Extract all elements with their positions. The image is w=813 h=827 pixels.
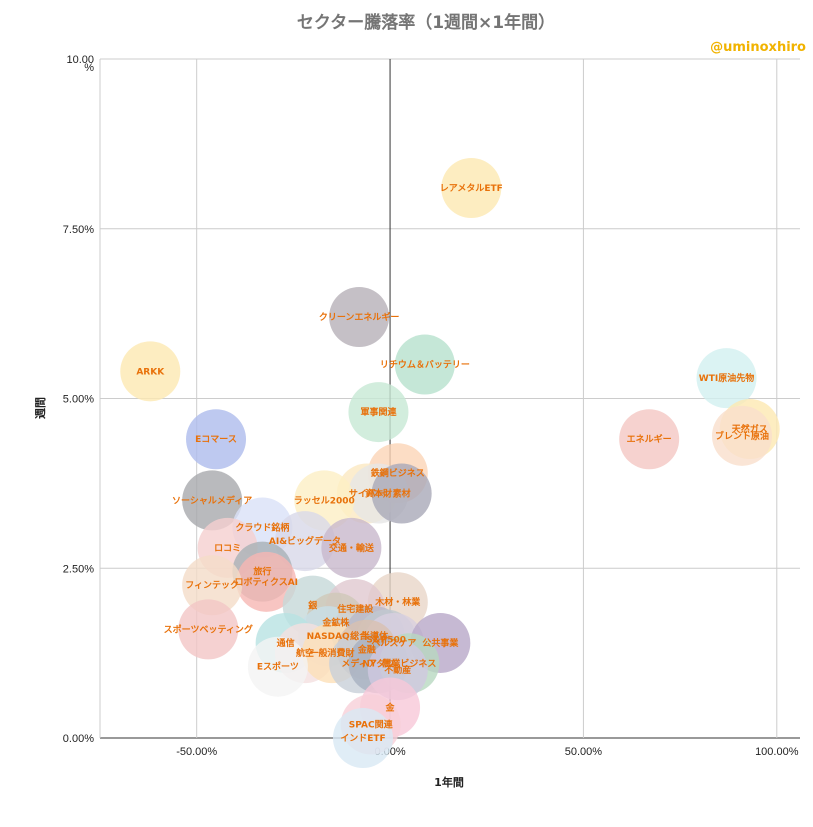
- data-point-label: 通信: [277, 637, 295, 649]
- data-point-bubble: [247, 636, 308, 697]
- data-point-label: 農業ビジネス: [382, 657, 436, 669]
- data-point-label: 不動産: [384, 664, 411, 676]
- data-point-label: 旅行: [253, 566, 271, 578]
- data-point-label: インドETF: [340, 733, 385, 744]
- data-point-label: 一般消費財: [310, 647, 355, 659]
- data-point-label: エネルギー: [627, 433, 672, 445]
- y-axis-label: 週間: [33, 397, 47, 419]
- data-point-bubble: [329, 287, 390, 348]
- data-point-label: メディア: [341, 657, 376, 669]
- y-tick-label: 2.50%: [63, 563, 94, 575]
- data-point-label: 総合: [350, 630, 369, 642]
- data-point-label: リチウム＆バッテリー: [380, 360, 470, 371]
- data-point-label: AI&ビッグデータ: [269, 535, 341, 547]
- data-point-label: S&P500: [366, 636, 406, 646]
- data-point-label: ARKK: [136, 367, 165, 377]
- data-point-label: 航空: [296, 647, 314, 659]
- data-point-bubble: [371, 463, 432, 524]
- x-axis-label: 1年間: [434, 775, 464, 789]
- data-point-label: ロコミ: [214, 543, 241, 554]
- data-point-label: 資本財: [365, 488, 392, 500]
- data-point-label: 素材: [393, 488, 411, 500]
- data-point-label: クラウド銘柄: [235, 522, 289, 534]
- data-point-bubble: [236, 551, 297, 612]
- data-point-bubble: [274, 511, 335, 572]
- data-point-label: ラッセル2000: [294, 495, 355, 506]
- data-point-label: 公共事業: [422, 637, 459, 649]
- data-point-label: スポーツベッティング: [164, 623, 253, 635]
- data-point-label: 金鉱株: [321, 617, 350, 629]
- data-point-bubble: [348, 382, 409, 443]
- data-point-label: サイバー: [349, 489, 385, 500]
- data-point-label: 木材・林業: [374, 596, 421, 608]
- data-point-label: 住宅建設: [337, 603, 374, 615]
- data-point-label: クリーンエネルギー: [319, 311, 400, 323]
- data-point-label: 軍事関連: [360, 406, 397, 418]
- data-point-label: 金: [385, 701, 396, 713]
- data-point-label: レアメタルETF: [440, 182, 503, 194]
- data-point-bubble: [711, 405, 772, 466]
- y-tick-label: 10.00: [66, 54, 94, 66]
- axis-ticks: 0.00%2.50%5.00%7.50%10.00-50.00% 0.00% 50.…: [63, 54, 799, 758]
- data-point-label: ブレント原油: [715, 430, 769, 442]
- y-tick-label: 5.00%: [63, 394, 94, 406]
- data-point-label: NASDAQ: [307, 632, 350, 642]
- data-point-bubble: [394, 334, 455, 395]
- data-point-label: 銀: [308, 600, 317, 612]
- data-point-label: NYダウ: [362, 657, 394, 669]
- data-point-label: ロボティクスAI: [235, 576, 299, 588]
- x-tick-label: -50.00%: [176, 746, 217, 758]
- bubble-series: [120, 158, 780, 768]
- data-point-label: 金融: [357, 644, 376, 656]
- data-point-label: 交通・輸送: [329, 542, 375, 554]
- data-point-label: 半導体: [361, 630, 389, 642]
- chart-title: セクター騰落率（1週間×1年間）: [297, 12, 555, 33]
- data-point-bubble: [186, 409, 247, 470]
- data-point-bubble: [332, 708, 393, 768]
- data-point-label: SPAC関連: [349, 718, 394, 730]
- y-top-unit: %: [84, 62, 94, 74]
- data-point-bubble: [441, 158, 502, 219]
- data-point-bubble: [696, 348, 757, 409]
- data-point-bubble: [182, 555, 243, 616]
- data-point-bubble: [178, 599, 239, 660]
- x-tick-label: 50.00%: [565, 746, 603, 758]
- data-point-label: フィンテック: [185, 580, 239, 591]
- data-point-label: ヘルスケア: [371, 638, 416, 649]
- data-point-bubble: [120, 341, 181, 402]
- y-tick-label: 0.00%: [63, 733, 94, 745]
- data-point-label: ソーシャルメディア: [172, 494, 252, 506]
- data-point-bubble: [321, 517, 382, 578]
- data-point-label: Eスポーツ: [257, 661, 299, 673]
- chart-credit: @uminoxhiro: [710, 40, 806, 55]
- data-point-label: Eコマース: [195, 434, 237, 445]
- data-point-bubble: [182, 470, 243, 531]
- x-tick-label: 100.00%: [755, 746, 799, 758]
- data-point-bubble: [619, 409, 680, 470]
- data-point-label: WTI原油先物: [699, 372, 754, 384]
- data-point-label: 鉄鋼ビジネス: [371, 467, 425, 479]
- y-tick-label: 7.50%: [63, 224, 94, 236]
- data-point-label: 天然ガス: [732, 423, 768, 435]
